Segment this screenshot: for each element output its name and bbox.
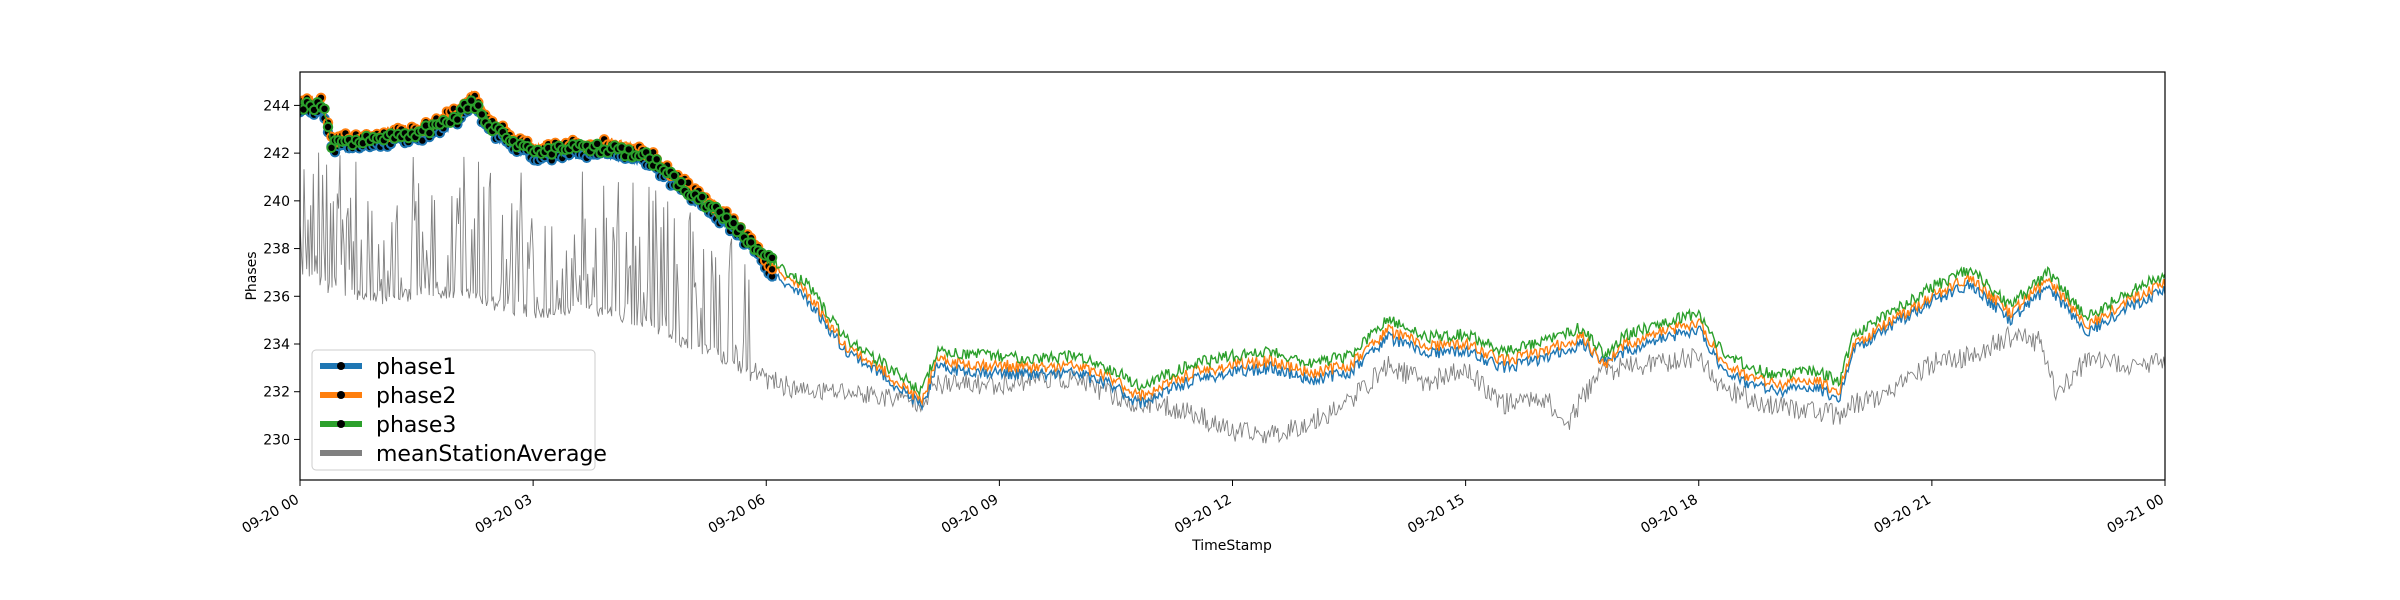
legend-label-phase1: phase1 xyxy=(376,355,456,380)
series-point-phase3 xyxy=(452,114,463,125)
series-point-phase3 xyxy=(592,138,603,150)
x-tick-label: 09-20 06 xyxy=(706,492,769,537)
x-tick-label: 09-20 18 xyxy=(1638,492,1701,537)
series-point-phase3 xyxy=(319,103,330,115)
series-point-phase2 xyxy=(766,264,778,275)
series-point-phase3 xyxy=(473,100,484,111)
legend: phase1 phase2 phase3 meanStationAverage xyxy=(311,349,607,471)
series-point-phase3 xyxy=(669,170,680,182)
x-axis-label: TimeStamp xyxy=(1191,538,1272,554)
x-tick-label: 09-20 03 xyxy=(473,492,536,537)
series-point-phase3 xyxy=(676,176,687,188)
legend-marker-phase1 xyxy=(337,362,345,370)
y-tick-label: 238 xyxy=(263,242,290,258)
legend-entry-meanStationAverage: meanStationAverage xyxy=(320,442,607,467)
series-point-phase3 xyxy=(424,127,435,139)
legend-entry-phase2: phase2 xyxy=(320,384,456,409)
y-axis-label: Phases xyxy=(244,251,260,300)
y-tick-label: 244 xyxy=(263,98,290,114)
series-point-phase3 xyxy=(735,222,746,233)
legend-label-phase2: phase2 xyxy=(376,384,456,409)
y-tick-label: 236 xyxy=(263,289,290,305)
series-line-meanStationAverage xyxy=(300,152,2165,444)
y-tick-label: 240 xyxy=(263,194,290,210)
y-tick-label: 242 xyxy=(263,146,290,162)
series-point-phase3 xyxy=(728,217,739,229)
x-tick-label: 09-20 21 xyxy=(1871,492,1934,537)
x-tick-label: 09-20 00 xyxy=(239,492,302,537)
series-markers-phase3 xyxy=(300,95,778,263)
legend-box xyxy=(311,349,596,471)
series-point-phase3 xyxy=(696,191,708,203)
y-tick-label: 232 xyxy=(263,385,290,401)
series-markers-phase1 xyxy=(300,100,778,282)
legend-entry-phase1: phase1 xyxy=(320,355,456,380)
y-tick-label: 234 xyxy=(263,337,290,353)
x-tick-label: 09-20 09 xyxy=(939,492,1002,537)
y-tick-label: 230 xyxy=(263,432,290,448)
legend-entry-phase3: phase3 xyxy=(320,413,456,438)
x-tick-label: 09-20 12 xyxy=(1172,492,1235,537)
plot-area xyxy=(300,90,2165,444)
series-point-phase3 xyxy=(766,252,778,263)
legend-marker-phase2 xyxy=(337,391,345,399)
series-point-phase3 xyxy=(476,109,487,120)
x-tick-label: 09-21 00 xyxy=(2104,492,2167,537)
series-point-phase3 xyxy=(651,154,662,165)
series-point-phase3 xyxy=(466,95,477,106)
series-markers-phase2 xyxy=(300,90,778,275)
legend-label-meanStationAverage: meanStationAverage xyxy=(376,442,607,467)
legend-label-phase3: phase3 xyxy=(376,413,456,438)
x-tick-label: 09-20 15 xyxy=(1405,492,1468,537)
legend-marker-phase3 xyxy=(337,420,345,428)
series-point-phase3 xyxy=(322,121,334,133)
